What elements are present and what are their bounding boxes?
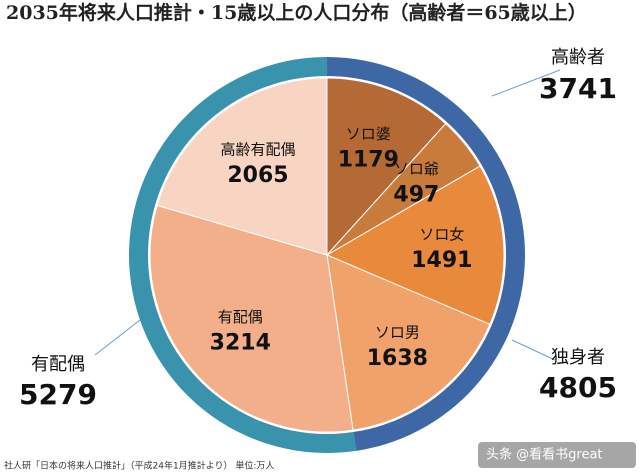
slice-value: 497 [393, 183, 439, 208]
pie-slice [325, 165, 505, 325]
source: 社人研「日本の将来人口推計」（平成24年1月推計より） 単位:万人 [4, 460, 274, 472]
watermark: 头条 @看看书great [486, 447, 603, 463]
pie-slice [326, 77, 447, 257]
ring-label: 独身者 [551, 347, 605, 368]
slice-label: ソロ婆 [346, 125, 391, 143]
pie-slice [156, 77, 328, 256]
chart-title: 2035年将来人口推計・15歳以上の人口分布（高齢者＝65歳以上） [6, 1, 587, 24]
annotation-value: 3741 [539, 72, 617, 105]
ring-label: 有配偶 [31, 354, 85, 375]
pie-slice [149, 204, 354, 433]
slice-value: 1491 [411, 248, 472, 273]
leader-line [491, 69, 561, 97]
slice-value: 1638 [367, 346, 428, 371]
slice-label: ソロ男 [375, 324, 420, 342]
slice-label: ソロ女 [419, 225, 464, 243]
slice-value: 1179 [338, 148, 399, 173]
pie-slice [326, 254, 491, 431]
pie [128, 57, 525, 453]
ring-value: 5279 [19, 378, 97, 411]
slice-label: ソロ爺 [394, 160, 439, 178]
leader-line [511, 339, 556, 361]
ring-value: 4805 [539, 371, 617, 404]
watermark-bg [478, 442, 636, 468]
slice-label: 有配偶 [218, 308, 263, 326]
slice-value: 3214 [210, 331, 271, 356]
slice-value: 2065 [227, 163, 288, 188]
annotation-label: 高齢者 [551, 47, 605, 68]
leader-line [94, 319, 141, 356]
slice-label: 高齢有配偶 [220, 140, 295, 158]
